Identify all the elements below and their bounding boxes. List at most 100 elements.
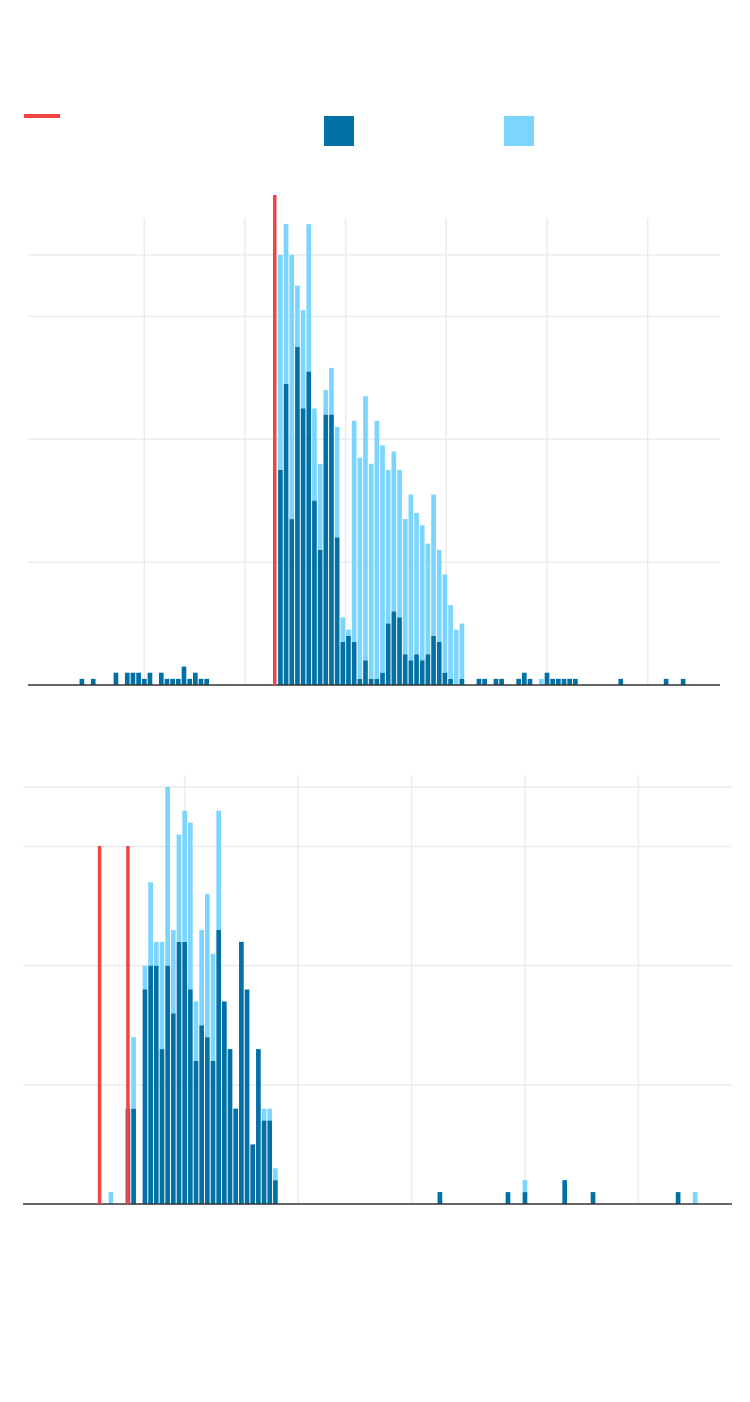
bar-dark: [283, 383, 289, 685]
bar-light: [317, 463, 323, 550]
bar-light: [205, 894, 210, 1038]
bar-dark: [124, 672, 130, 685]
bar-light: [357, 457, 363, 679]
bar-light: [199, 929, 205, 1026]
bar-dark: [573, 678, 578, 685]
bar-light: [170, 929, 176, 1014]
bar-light: [436, 549, 442, 642]
bar-light: [431, 494, 436, 636]
bar-dark: [442, 672, 448, 685]
bar-dark: [527, 678, 533, 685]
bar-dark: [351, 641, 357, 685]
bar-dark: [148, 965, 153, 1204]
bar-light: [165, 786, 170, 966]
bar-light: [374, 420, 380, 679]
bar-light: [323, 390, 329, 415]
bar-light: [425, 543, 431, 655]
bar-light: [273, 1168, 278, 1181]
bar-light: [108, 1192, 114, 1204]
bar-light: [261, 1108, 267, 1121]
bar-dark: [113, 672, 119, 685]
bar-light: [368, 463, 374, 679]
bar-dark: [397, 617, 402, 685]
bar-dark: [131, 1108, 136, 1204]
bar-dark: [256, 1049, 261, 1204]
bar-dark: [522, 1192, 528, 1204]
bar-dark: [142, 989, 148, 1204]
bar-dark: [153, 965, 159, 1204]
bar-light: [351, 420, 357, 642]
bar-dark: [182, 941, 187, 1204]
bar-dark: [170, 1013, 176, 1204]
bar-dark: [165, 965, 170, 1204]
bar-light: [453, 629, 459, 685]
histogram-chart-bottom: [23, 775, 732, 1205]
bar-dark: [419, 660, 425, 685]
bar-light: [131, 1037, 136, 1109]
legend-item-light: [504, 116, 542, 146]
histogram-chart-top: [28, 195, 720, 686]
bar-dark: [164, 678, 170, 685]
bar-dark: [192, 672, 198, 685]
legend-light-swatch: [504, 116, 534, 146]
bar-dark: [227, 1049, 233, 1204]
bar-dark: [680, 678, 686, 685]
bar-light: [380, 445, 385, 673]
bar-dark: [193, 1061, 199, 1204]
bar-light: [363, 396, 368, 661]
bar-light: [300, 310, 306, 409]
bar-light: [692, 1192, 698, 1204]
bar-dark: [516, 678, 521, 685]
bar-light: [187, 822, 193, 990]
bar-dark: [159, 1049, 165, 1204]
bar-dark: [357, 678, 363, 685]
bar-dark: [437, 1192, 443, 1204]
bar-light: [522, 1180, 528, 1193]
bar-light: [459, 623, 465, 679]
bar-dark: [499, 678, 504, 685]
bar-dark: [199, 1025, 205, 1204]
bar-light: [340, 617, 346, 642]
bar-light: [278, 254, 283, 470]
bar-light: [346, 629, 351, 636]
bar-dark: [250, 1144, 256, 1204]
bar-dark: [556, 678, 561, 685]
legend: [0, 0, 750, 160]
bar-dark: [141, 678, 147, 685]
bar-dark: [204, 678, 210, 685]
bar-dark: [675, 1192, 681, 1204]
bar-dark: [323, 414, 329, 685]
bar-light: [385, 469, 391, 624]
bar-light: [159, 941, 165, 1050]
bar-dark: [663, 678, 669, 685]
bar-dark: [306, 371, 312, 685]
bar-dark: [380, 672, 385, 685]
bar-light: [414, 512, 419, 655]
bar-dark: [233, 1108, 239, 1204]
bar-dark: [363, 660, 368, 685]
bar-dark: [567, 678, 573, 685]
bar-dark: [175, 678, 181, 685]
bar-light: [402, 519, 408, 655]
bar-dark: [267, 1120, 273, 1204]
bar-dark: [205, 1037, 210, 1204]
bar-dark: [482, 678, 487, 685]
bar-dark: [476, 678, 482, 685]
bar-dark: [158, 672, 164, 685]
bar-dark: [216, 929, 222, 1204]
bar-light: [329, 367, 334, 415]
bar-light: [408, 494, 414, 661]
bar-dark: [391, 611, 397, 685]
bar-dark: [329, 414, 334, 685]
bar-light: [289, 254, 295, 520]
bar-light: [397, 469, 402, 618]
bar-dark: [295, 347, 300, 685]
bar-dark: [346, 635, 351, 685]
bar-dark: [300, 408, 306, 685]
bar-light: [419, 525, 425, 661]
bar-dark: [130, 672, 136, 685]
bar-dark: [368, 678, 374, 685]
bar-dark: [505, 1192, 511, 1204]
bar-dark: [425, 654, 431, 685]
bar-dark: [408, 660, 414, 685]
